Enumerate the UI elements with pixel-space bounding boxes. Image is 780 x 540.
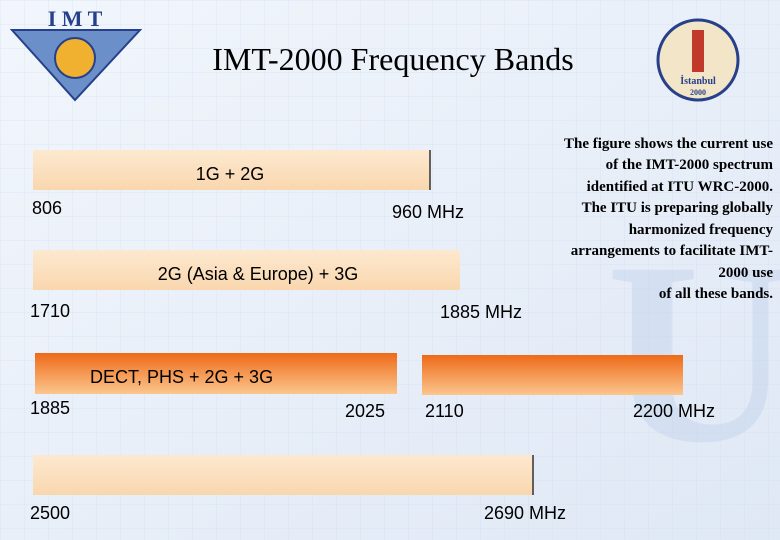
note-line: of the IMT-2000 spectrum — [606, 157, 774, 173]
band-start: 1710 — [30, 301, 70, 321]
band-bar — [35, 353, 397, 394]
logo-text: İstanbul — [680, 75, 716, 87]
note-line: of all these bands. — [659, 286, 773, 302]
band-bar — [33, 455, 533, 495]
note-line: The ITU is preparing globally — [582, 200, 774, 216]
band-start: 2110 — [425, 401, 464, 421]
band-start: 1885 — [30, 398, 70, 418]
band-bar — [33, 150, 430, 190]
band-label: DECT, PHS + 2G + 3G — [90, 367, 273, 387]
logo-text: 2000 — [690, 88, 706, 97]
band-bar — [33, 250, 460, 290]
note-line: harmonized frequency — [629, 222, 774, 238]
note-line: The figure shows the current use — [564, 136, 773, 152]
band-end: 960 MHz — [392, 202, 464, 222]
band-end: 2025 — [345, 401, 385, 421]
band-start: 2500 — [30, 503, 70, 523]
band-bar — [422, 355, 683, 395]
imt-logo: I M T — [9, 6, 143, 102]
logo-text: I M T — [48, 6, 103, 31]
band-end: 1885 MHz — [440, 302, 522, 322]
wrc-logo: İstanbul 2000 — [656, 18, 740, 102]
band-label: 2G (Asia & Europe) + 3G — [158, 264, 359, 284]
band-labels: 1G + 2G 806 960 MHz 2G (Asia & Europe) +… — [30, 164, 715, 523]
note-line: arrangements to facilitate IMT- — [571, 243, 773, 259]
band-end: 2690 MHz — [484, 503, 566, 523]
title: IMT-2000 Frequency Bands — [212, 41, 573, 77]
note-line: 2000 use — [718, 265, 773, 281]
band-start: 806 — [32, 198, 62, 218]
note: The figure shows the current use of the … — [564, 136, 774, 302]
band-end: 2200 MHz — [633, 401, 715, 421]
note-line: identified at ITU WRC-2000. — [587, 179, 774, 195]
watermark: U — [606, 209, 780, 497]
band-label: 1G + 2G — [196, 164, 265, 184]
